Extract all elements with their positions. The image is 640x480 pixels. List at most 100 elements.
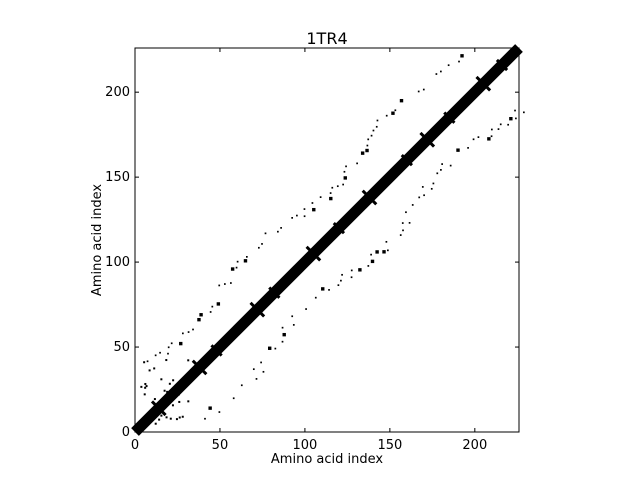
contact-cell xyxy=(312,207,316,212)
contact-cell xyxy=(417,90,420,93)
diagonal-blob xyxy=(268,286,281,299)
diagonal-blob xyxy=(361,189,378,206)
contact-cell xyxy=(168,382,171,385)
contact-cell xyxy=(262,370,265,373)
contact-cell xyxy=(165,416,168,419)
y-tick-label: 50 xyxy=(113,340,130,355)
contact-cell xyxy=(264,232,267,235)
contact-cell xyxy=(218,284,221,287)
contact-cell xyxy=(255,378,258,380)
contact-cell xyxy=(337,284,340,287)
y-axis-ticks: 0 50 100 150 200 xyxy=(105,85,519,440)
contact-cell xyxy=(340,279,342,282)
diagonal-blob xyxy=(191,359,208,376)
contact-cell xyxy=(477,136,480,138)
contact-cell xyxy=(159,351,161,354)
contact-cell xyxy=(370,259,375,264)
contact-cell xyxy=(523,111,525,114)
contact-cell xyxy=(341,273,343,276)
diagonal-blob xyxy=(249,301,266,318)
contact-cell xyxy=(178,416,181,419)
contact-cell xyxy=(277,230,279,233)
contact-cell xyxy=(514,109,516,112)
contact-cell xyxy=(261,243,263,245)
contact-cell xyxy=(146,360,149,363)
contact-cell xyxy=(329,196,333,201)
contact-marks xyxy=(131,44,525,436)
y-tick-label: 100 xyxy=(105,255,130,270)
contact-cell xyxy=(343,170,346,173)
contact-cell xyxy=(292,324,295,326)
contact-cell xyxy=(391,111,395,115)
contact-cell xyxy=(160,378,163,381)
contact-cell xyxy=(245,255,248,258)
contact-cell xyxy=(252,368,255,371)
contact-cell xyxy=(235,266,238,269)
contact-cell xyxy=(303,215,306,218)
contact-cell xyxy=(314,296,317,299)
contact-cell xyxy=(367,265,370,267)
contact-cell xyxy=(143,393,146,396)
contact-cell xyxy=(169,417,172,420)
contact-cell xyxy=(411,204,414,206)
contact-cell xyxy=(174,389,177,392)
diagonal-blob xyxy=(332,221,346,235)
contact-cell xyxy=(257,246,260,249)
contact-cell xyxy=(158,418,161,421)
contact-cell xyxy=(490,128,493,131)
contact-cell xyxy=(211,305,214,308)
contact-cell xyxy=(385,114,388,117)
contact-cell xyxy=(358,268,362,272)
contact-cell xyxy=(375,250,379,254)
contact-cell xyxy=(487,137,491,141)
contact-cell xyxy=(305,308,307,310)
contact-cell xyxy=(460,54,464,58)
contact-cell xyxy=(170,342,173,345)
contact-cell xyxy=(405,211,407,214)
contact-cell xyxy=(187,359,190,362)
x-axis-label: Amino acid index xyxy=(271,452,383,467)
contact-cell xyxy=(394,109,397,112)
contact-cell xyxy=(281,340,284,343)
contact-cell xyxy=(497,128,500,130)
contact-cell xyxy=(432,182,435,185)
contact-cell xyxy=(370,134,373,137)
contact-cell xyxy=(401,222,404,224)
contact-cell xyxy=(385,240,388,243)
contact-cell xyxy=(236,260,239,263)
contact-cell xyxy=(175,418,178,421)
contact-cell xyxy=(372,129,375,132)
contact-cell xyxy=(209,311,212,313)
contact-cell xyxy=(240,384,243,387)
contact-cell xyxy=(144,386,147,389)
contact-cell xyxy=(311,202,314,204)
contact-cell xyxy=(218,411,221,413)
contact-cell xyxy=(291,315,294,318)
contact-cell xyxy=(441,163,443,165)
contact-cell xyxy=(375,125,378,128)
x-tick-label: 200 xyxy=(462,438,487,453)
contact-cell xyxy=(282,332,286,337)
contact-cell xyxy=(366,144,369,147)
contact-cell xyxy=(356,162,358,165)
contact-cell xyxy=(187,400,190,403)
contact-cell xyxy=(367,138,370,141)
contact-cell xyxy=(321,287,325,291)
contact-cell xyxy=(165,359,168,362)
contact-cell xyxy=(140,385,143,388)
contact-cell xyxy=(350,276,353,279)
contact-cell xyxy=(163,389,166,392)
y-tick-label: 200 xyxy=(105,85,130,100)
contact-cell xyxy=(172,379,175,382)
contact-cell xyxy=(199,313,203,317)
diagonal-blob xyxy=(150,400,167,417)
contact-cell xyxy=(472,138,475,141)
contact-cell xyxy=(260,361,262,364)
y-axis-label: Amino acid index xyxy=(90,184,105,296)
contact-cell xyxy=(331,186,334,189)
contact-cell xyxy=(422,88,425,91)
contact-cell xyxy=(435,73,438,75)
contact-cell xyxy=(192,328,194,331)
y-tick-label: 150 xyxy=(105,170,130,185)
y-tick-label: 0 xyxy=(122,425,130,440)
